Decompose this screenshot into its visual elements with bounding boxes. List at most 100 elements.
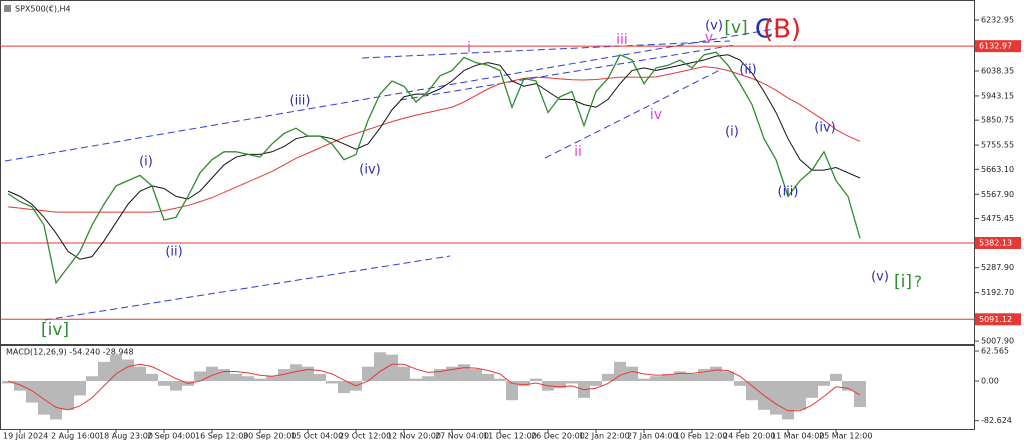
wedge-line xyxy=(361,40,731,59)
x-tick-label: 24 Feb 20:00 xyxy=(723,432,775,441)
macd-bar xyxy=(590,381,602,386)
y-tick-label: 5663.10 xyxy=(981,165,1014,174)
macd-bar xyxy=(338,381,350,394)
x-tick-label: 26 Dec 20:00 xyxy=(531,432,585,441)
level-label: 5382.13 xyxy=(979,238,1012,247)
macd-bar xyxy=(422,376,434,382)
x-tick-label: 2 Sep 04:00 xyxy=(147,432,195,441)
x-tick-label: 27 Jan 04:00 xyxy=(627,432,678,441)
macd-bar xyxy=(278,369,290,382)
macd-bar xyxy=(482,373,494,382)
macd-bar xyxy=(110,354,122,382)
wave-label: i xyxy=(467,40,471,56)
macd-bar xyxy=(26,381,38,403)
macd-bar xyxy=(74,381,86,396)
macd-bar xyxy=(470,369,482,382)
x-tick-label: 15 Oct 04:00 xyxy=(291,432,343,441)
macd-bar xyxy=(206,366,218,382)
macd-bar xyxy=(734,381,746,386)
macd-bar xyxy=(674,371,686,382)
level-label: 6132.97 xyxy=(979,42,1012,51)
wave-label: (iv) xyxy=(814,121,835,136)
wave-label: (ii) xyxy=(739,63,756,78)
level-box xyxy=(975,236,1021,249)
x-tick-label: 29 Oct 12:00 xyxy=(339,432,391,441)
wave-label: [i] xyxy=(894,272,912,292)
x-tick-label: 2 Aug 16:00 xyxy=(51,432,100,441)
wave-label: (iii) xyxy=(290,94,311,109)
wave-label: (ii) xyxy=(165,245,182,260)
macd-bar xyxy=(170,381,182,391)
macd-bar xyxy=(374,352,386,382)
wave-label: (i) xyxy=(139,155,153,170)
macd-bar xyxy=(530,378,542,382)
trend-lines xyxy=(4,27,781,321)
macd-bar xyxy=(782,381,794,420)
macd-bar xyxy=(710,366,722,382)
macd-bar xyxy=(830,373,842,382)
macd-bar xyxy=(650,376,662,382)
x-tick-label: 30 Sep 20:00 xyxy=(243,432,296,441)
macd-bar xyxy=(158,381,170,386)
macd-bar xyxy=(602,373,614,382)
wave-label: (v) xyxy=(705,19,723,34)
wave-label: ? xyxy=(914,273,922,291)
chart-title: SPX500(€),H4 xyxy=(15,5,71,14)
x-tick-label: 27 Nov 04:00 xyxy=(435,432,489,441)
macd-bar xyxy=(98,361,110,382)
macd-bar xyxy=(770,381,782,415)
price-line xyxy=(7,54,861,260)
y-tick-label: 5192.70 xyxy=(981,288,1014,297)
y-tick-label: 5475.45 xyxy=(981,214,1014,223)
x-tick-label: 11 Mar 04:00 xyxy=(771,432,824,441)
y-tick-label: 0.00 xyxy=(981,377,999,386)
wave-label: ii xyxy=(574,144,582,160)
macd-bar xyxy=(290,364,302,382)
macd-bar xyxy=(458,364,470,382)
wave-label: v xyxy=(705,30,713,46)
macd-bar xyxy=(218,369,230,382)
signal-line xyxy=(7,363,861,412)
macd-bar xyxy=(62,381,74,410)
macd-bar xyxy=(434,369,446,382)
wave-label: [v] xyxy=(724,18,747,38)
macd-bar xyxy=(506,381,518,401)
macd-bar xyxy=(410,378,422,382)
macd-bar xyxy=(614,361,626,382)
wave-label: iv xyxy=(650,107,662,123)
level-box xyxy=(975,313,1021,326)
x-tick-label: 12 Nov 20:00 xyxy=(387,432,441,441)
macd-bar xyxy=(566,381,578,384)
y-tick-label: 62.565 xyxy=(981,347,1009,356)
macd-bar xyxy=(554,381,566,389)
macd-bar xyxy=(794,381,806,410)
macd-bar xyxy=(122,359,134,382)
macd-bar xyxy=(254,378,266,382)
y-tick-label: 5567.90 xyxy=(981,190,1014,199)
wave-label: [iv] xyxy=(41,320,69,340)
macd-bar xyxy=(134,366,146,382)
macd-bar xyxy=(494,378,506,382)
y-tick-label: 6038.35 xyxy=(981,66,1014,75)
macd-bar xyxy=(698,369,710,382)
macd-bar xyxy=(230,373,242,382)
macd-bar xyxy=(314,373,326,382)
macd-bar xyxy=(746,381,758,401)
wave-label: (B) xyxy=(763,15,801,45)
macd-panel xyxy=(0,345,975,430)
macd-bar xyxy=(194,371,206,382)
wave-label: iii xyxy=(616,32,628,48)
wave-label: (v) xyxy=(871,270,889,285)
wedge-line xyxy=(399,44,736,101)
channel-line xyxy=(44,255,451,321)
macd-title: MACD(12,26,9) -54.240 -28.948 xyxy=(6,348,134,357)
macd-bar xyxy=(14,381,26,391)
y-tick-label: -82.624 xyxy=(981,416,1012,425)
macd-bar xyxy=(686,373,698,382)
macd-bar xyxy=(638,378,650,382)
symbol-icon xyxy=(4,5,11,12)
channel-line xyxy=(4,27,781,162)
y-tick-label: 5287.90 xyxy=(981,263,1014,272)
